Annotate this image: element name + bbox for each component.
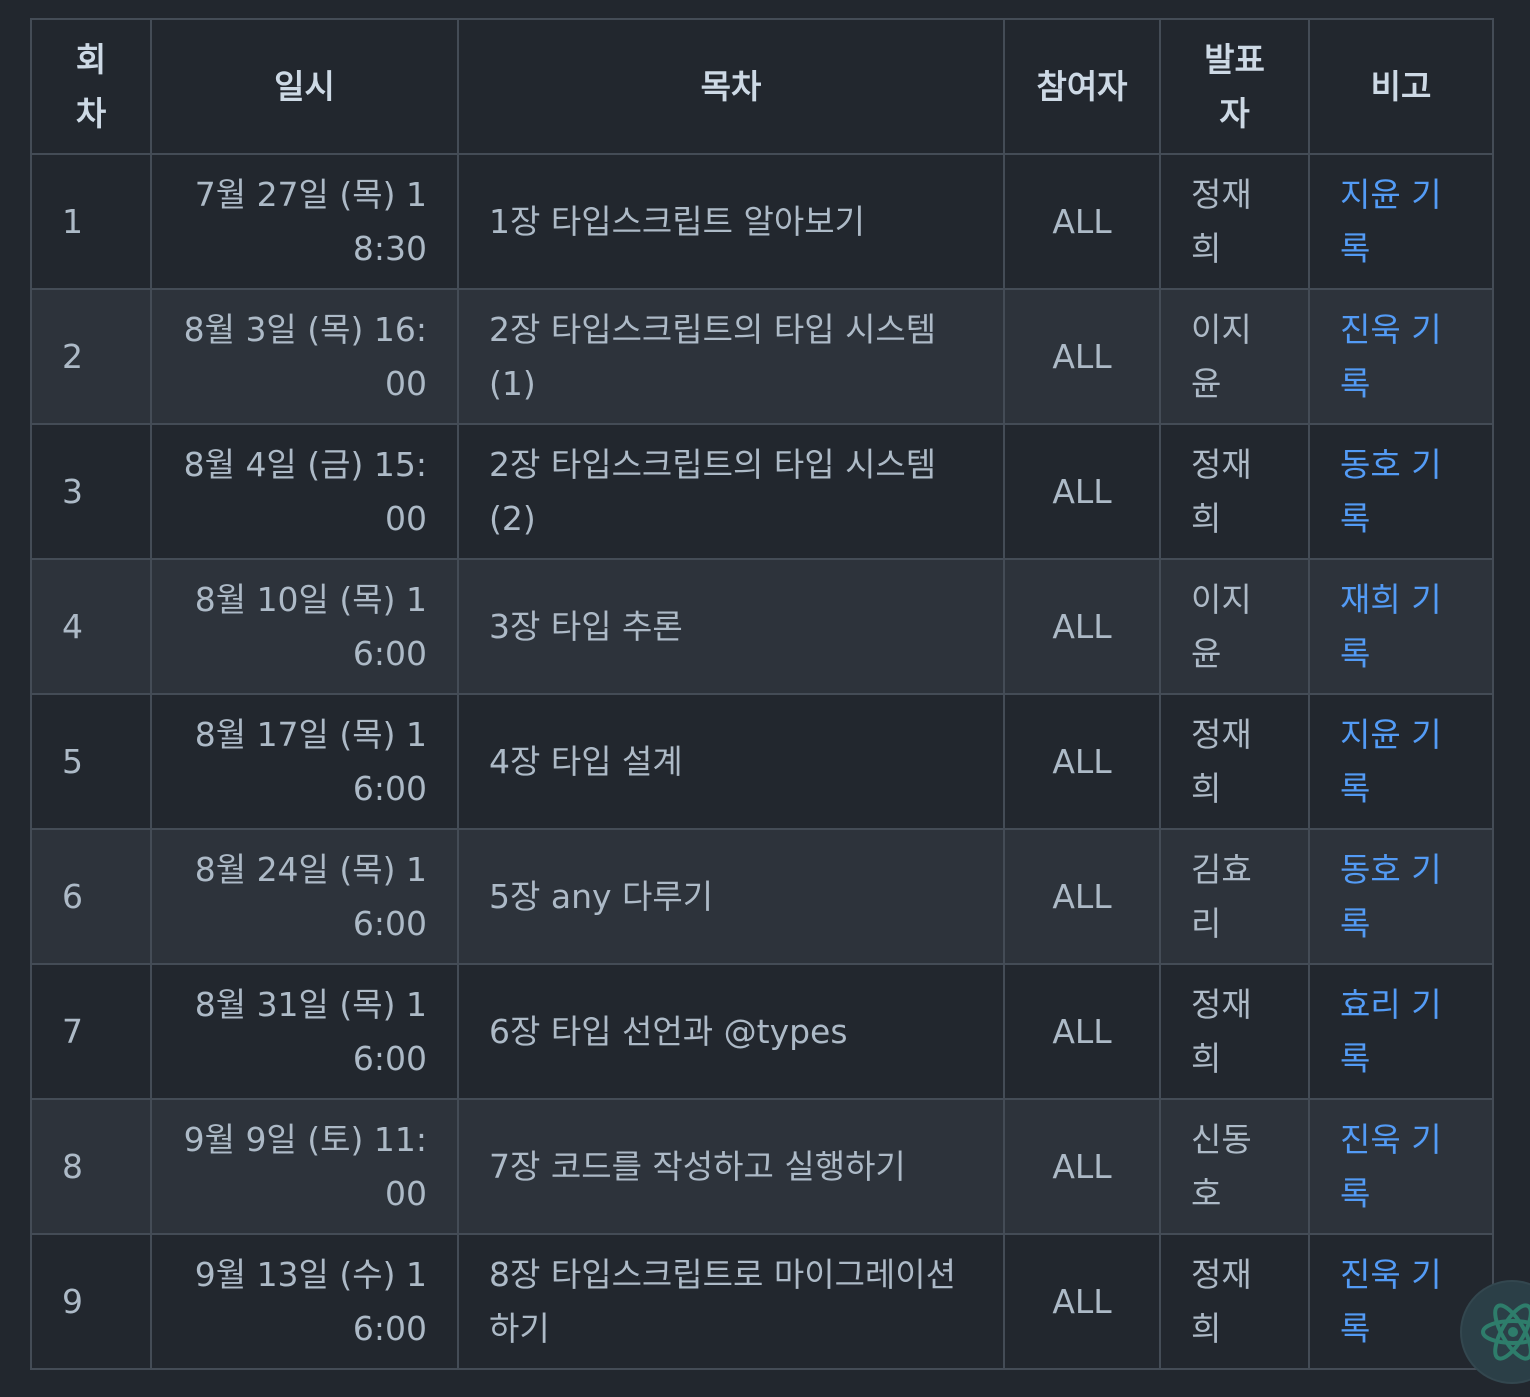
table-body: 1 7월 27일 (목) 18:30 1장 타입스크립트 알아보기 ALL 정재… [30,153,1494,1370]
date-cell: 8월 3일 (목) 16:00 [150,288,459,425]
date-cell: 9월 9일 (토) 11:00 [150,1098,459,1235]
participants-cell: ALL [1003,558,1161,695]
note-link[interactable]: 재희 기록 [1340,579,1442,673]
header-participants: 참여자 [1003,18,1161,155]
round-cell: 1 [30,153,152,290]
toc-cell: 7장 코드를 작성하고 실행하기 [457,1098,1005,1235]
note-cell: 진욱 기록 [1308,1233,1494,1370]
table-header: 회차 일시 목차 참여자 발표자 비고 [30,18,1494,155]
note-cell: 동호 기록 [1308,828,1494,965]
header-toc: 목차 [457,18,1005,155]
table-row: 1 7월 27일 (목) 18:30 1장 타입스크립트 알아보기 ALL 정재… [30,153,1494,290]
toc-cell: 5장 any 다루기 [457,828,1005,965]
toc-cell: 2장 타입스크립트의 타입 시스템 (2) [457,423,1005,560]
presenter-cell: 정재희 [1159,423,1310,560]
note-cell: 지윤 기록 [1308,153,1494,290]
table-row: 9 9월 13일 (수) 16:00 8장 타입스크립트로 마이그레이션하기 A… [30,1233,1494,1370]
participants-cell: ALL [1003,693,1161,830]
header-date: 일시 [150,18,459,155]
atom-icon [1481,1303,1530,1361]
table-row: 4 8월 10일 (목) 16:00 3장 타입 추론 ALL 이지윤 재희 기… [30,558,1494,695]
note-link[interactable]: 지윤 기록 [1340,174,1442,268]
toc-cell: 8장 타입스크립트로 마이그레이션하기 [457,1233,1005,1370]
header-presenter: 발표자 [1159,18,1310,155]
presenter-cell: 신동호 [1159,1098,1310,1235]
round-cell: 5 [30,693,152,830]
round-cell: 2 [30,288,152,425]
round-cell: 8 [30,1098,152,1235]
note-cell: 진욱 기록 [1308,1098,1494,1235]
header-row: 회차 일시 목차 참여자 발표자 비고 [30,18,1494,155]
round-cell: 9 [30,1233,152,1370]
note-cell: 동호 기록 [1308,423,1494,560]
note-link[interactable]: 지윤 기록 [1340,714,1442,808]
table-row: 7 8월 31일 (목) 16:00 6장 타입 선언과 @types ALL … [30,963,1494,1100]
header-note: 비고 [1308,18,1494,155]
note-cell: 효리 기록 [1308,963,1494,1100]
note-link[interactable]: 진욱 기록 [1340,1119,1442,1213]
round-cell: 6 [30,828,152,965]
presenter-cell: 이지윤 [1159,558,1310,695]
presenter-cell: 정재희 [1159,153,1310,290]
toc-cell: 2장 타입스크립트의 타입 시스템 (1) [457,288,1005,425]
presenter-cell: 정재희 [1159,1233,1310,1370]
participants-cell: ALL [1003,288,1161,425]
presenter-cell: 정재희 [1159,963,1310,1100]
date-cell: 8월 17일 (목) 16:00 [150,693,459,830]
note-link[interactable]: 진욱 기록 [1340,1254,1442,1348]
participants-cell: ALL [1003,828,1161,965]
participants-cell: ALL [1003,423,1161,560]
date-cell: 8월 4일 (금) 15:00 [150,423,459,560]
date-cell: 8월 10일 (목) 16:00 [150,558,459,695]
toc-cell: 4장 타입 설계 [457,693,1005,830]
header-round: 회차 [30,18,152,155]
toc-cell: 3장 타입 추론 [457,558,1005,695]
study-schedule-table: 회차 일시 목차 참여자 발표자 비고 1 7월 27일 (목) 18:30 1… [30,18,1494,1370]
presenter-cell: 정재희 [1159,693,1310,830]
table-row: 3 8월 4일 (금) 15:00 2장 타입스크립트의 타입 시스템 (2) … [30,423,1494,560]
toc-cell: 6장 타입 선언과 @types [457,963,1005,1100]
date-cell: 7월 27일 (목) 18:30 [150,153,459,290]
presenter-cell: 김효리 [1159,828,1310,965]
note-cell: 재희 기록 [1308,558,1494,695]
note-link[interactable]: 동호 기록 [1340,444,1442,538]
note-cell: 진욱 기록 [1308,288,1494,425]
note-link[interactable]: 효리 기록 [1340,984,1442,1078]
note-link[interactable]: 동호 기록 [1340,849,1442,943]
round-cell: 3 [30,423,152,560]
participants-cell: ALL [1003,1098,1161,1235]
date-cell: 9월 13일 (수) 16:00 [150,1233,459,1370]
participants-cell: ALL [1003,963,1161,1100]
round-cell: 7 [30,963,152,1100]
presenter-cell: 이지윤 [1159,288,1310,425]
note-cell: 지윤 기록 [1308,693,1494,830]
toc-cell: 1장 타입스크립트 알아보기 [457,153,1005,290]
table-row: 6 8월 24일 (목) 16:00 5장 any 다루기 ALL 김효리 동호… [30,828,1494,965]
round-cell: 4 [30,558,152,695]
participants-cell: ALL [1003,1233,1161,1370]
note-link[interactable]: 진욱 기록 [1340,309,1442,403]
participants-cell: ALL [1003,153,1161,290]
date-cell: 8월 31일 (목) 16:00 [150,963,459,1100]
table-row: 5 8월 17일 (목) 16:00 4장 타입 설계 ALL 정재희 지윤 기… [30,693,1494,830]
table-row: 2 8월 3일 (목) 16:00 2장 타입스크립트의 타입 시스템 (1) … [30,288,1494,425]
table-row: 8 9월 9일 (토) 11:00 7장 코드를 작성하고 실행하기 ALL 신… [30,1098,1494,1235]
date-cell: 8월 24일 (목) 16:00 [150,828,459,965]
